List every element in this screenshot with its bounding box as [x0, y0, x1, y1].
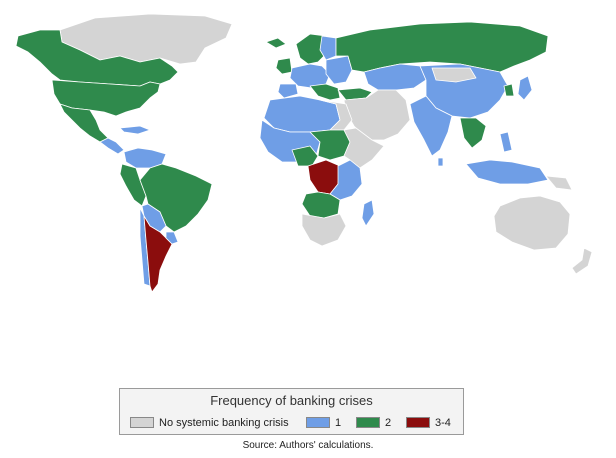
central-america [99, 137, 125, 155]
canada [15, 29, 179, 87]
korea [503, 83, 515, 97]
india [409, 95, 453, 157]
iberia [277, 83, 299, 99]
brazil [139, 163, 213, 233]
legend-label-2: 2 [385, 417, 392, 429]
uruguay [165, 231, 179, 245]
finland [319, 35, 337, 61]
east-africa [329, 159, 363, 201]
legend-swatch-3-4 [406, 417, 430, 428]
sri-lanka [437, 157, 444, 167]
legend: Frequency of banking crises No systemic … [119, 388, 464, 435]
legend-swatch-2 [356, 417, 380, 428]
legend-label-3-4: 3-4 [435, 417, 451, 429]
uk-ireland [275, 57, 293, 75]
central-asia [363, 63, 427, 91]
australia [493, 195, 571, 251]
source-note: Source: Authors' calculations. [242, 440, 374, 451]
new-guinea [545, 175, 573, 191]
turkey [337, 87, 373, 101]
malaysia-indonesia [465, 159, 549, 185]
southern-africa [301, 213, 347, 247]
legend-title: Frequency of banking crises [210, 393, 373, 408]
iceland [265, 37, 287, 49]
nigeria-region [291, 145, 319, 167]
mongolia [431, 67, 477, 83]
angola-zambia [301, 191, 341, 219]
indochina [459, 117, 487, 149]
philippines [499, 131, 513, 153]
legend-label-none: No systemic banking crisis [159, 417, 289, 429]
caribbean [119, 125, 151, 135]
new-zealand [571, 247, 593, 275]
legend-swatch-1 [306, 417, 330, 428]
madagascar [361, 199, 375, 227]
argentina [143, 215, 173, 293]
middle-east [343, 89, 411, 141]
japan [517, 75, 533, 101]
eastern-europe [325, 55, 353, 85]
legend-label-1: 1 [335, 417, 342, 429]
horn-of-africa [343, 127, 385, 169]
legend-swatch-none [130, 417, 154, 428]
world-map [15, 13, 593, 293]
italy-balkans [309, 83, 341, 101]
